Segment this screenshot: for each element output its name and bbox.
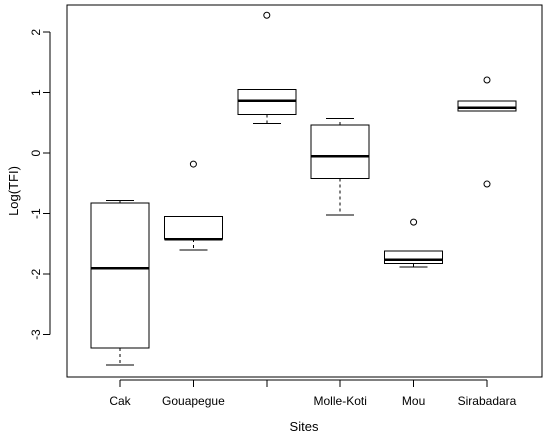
outlier-point (483, 76, 491, 84)
box (90, 202, 150, 349)
box-group (163, 160, 223, 251)
y-axis: -3 -2 -1 0 1 2 (29, 29, 51, 340)
y-tick-label: 2 (29, 29, 43, 36)
y-axis-title: Log(TFI) (6, 166, 21, 216)
x-tick-label: Mou (402, 394, 425, 408)
x-axis-title: Sites (290, 419, 319, 434)
outlier-point (410, 218, 418, 226)
x-tick-label: Gouapegue (162, 394, 225, 408)
box-group (457, 76, 517, 188)
x-axis: Cak Gouapegue Molle-Koti Mou Sirabadara (109, 379, 517, 408)
box (310, 124, 370, 180)
outlier-point (483, 180, 491, 188)
boxes-group (90, 11, 517, 366)
outlier-point (189, 160, 197, 168)
box-group (310, 118, 370, 216)
y-tick-label: -3 (29, 329, 43, 340)
box-group (384, 218, 444, 268)
box (237, 89, 297, 115)
box-group (237, 11, 297, 125)
box (384, 250, 444, 264)
box (457, 100, 517, 112)
x-tick-label: Sirabadara (458, 394, 517, 408)
plot-frame (66, 4, 543, 378)
y-tick-label: -1 (29, 208, 43, 219)
x-tick-label: Cak (109, 394, 131, 408)
box (163, 216, 223, 240)
y-tick-label: -2 (29, 269, 43, 280)
outlier-point (263, 11, 271, 19)
y-tick-label: 0 (29, 150, 43, 157)
box-group (90, 199, 150, 366)
y-tick-label: 1 (29, 89, 43, 96)
x-tick-label: Molle-Koti (314, 394, 367, 408)
